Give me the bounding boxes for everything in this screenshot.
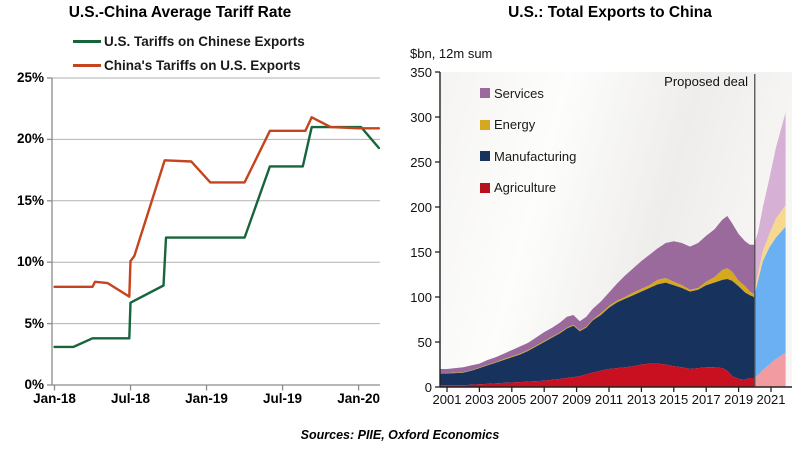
right-y-tick-label: 250 xyxy=(410,155,432,170)
agriculture-swatch xyxy=(480,182,490,193)
right-x-tick-label: 2015 xyxy=(659,392,689,407)
right-legend-item-energy: Energy xyxy=(480,117,536,132)
right-legend-item-manufacturing: Manufacturing xyxy=(480,148,577,164)
right-x-tick-label: 2021 xyxy=(756,392,786,407)
area-manufacturing-projection xyxy=(754,226,786,378)
right-y-tick-label: 100 xyxy=(410,290,432,305)
right-y-tick-label: 200 xyxy=(410,200,432,215)
right-x-tick-label: 2017 xyxy=(691,392,721,407)
right-legend-item-services: Services xyxy=(480,85,544,101)
right-x-tick-label: 2019 xyxy=(724,392,754,407)
area-agriculture-historical xyxy=(440,363,754,387)
left-legend-item-china: China's Tariffs on U.S. Exports xyxy=(73,57,301,73)
left-y-tick-label: 5% xyxy=(24,315,44,331)
right-chart-axis-unit: $bn, 12m sum xyxy=(410,46,493,61)
area-services-historical xyxy=(440,216,754,374)
right-legend-item-agriculture: Agriculture xyxy=(480,180,557,195)
right-x-tick-label: 2005 xyxy=(497,392,527,407)
left-legend-item-us: U.S. Tariffs on Chinese Exports xyxy=(73,33,305,49)
china-tariff-legend-label: China's Tariffs on U.S. Exports xyxy=(104,57,301,73)
right-chart-graphics xyxy=(435,71,792,392)
us-tariff-legend-label: U.S. Tariffs on Chinese Exports xyxy=(104,33,305,49)
right-x-tick-label: 2013 xyxy=(626,392,656,407)
area-energy-historical xyxy=(440,268,754,374)
left-y-tick-label: 10% xyxy=(16,254,44,270)
left-x-tick-label: Jan-19 xyxy=(185,391,228,406)
area-energy-projection xyxy=(754,205,786,297)
left-chart-graphics xyxy=(47,77,381,391)
energy-swatch xyxy=(480,119,490,130)
left-y-tick-label: 20% xyxy=(16,131,44,147)
left-x-tick-label: Jul-19 xyxy=(263,391,303,406)
series-line-0 xyxy=(53,125,381,349)
right-x-tick-label: 2001 xyxy=(432,392,462,407)
right-y-tick-label: 0 xyxy=(424,380,432,395)
left-y-tick-label: 0% xyxy=(24,377,44,392)
left-x-tick-label: Jan-18 xyxy=(33,391,76,406)
right-x-tick-label: 2007 xyxy=(529,392,559,407)
area-agriculture-projection xyxy=(754,352,786,387)
right-y-tick-label: 300 xyxy=(410,110,432,125)
right-y-tick-label: 350 xyxy=(410,65,432,80)
china-tariff-line-swatch xyxy=(73,63,101,67)
area-manufacturing-historical xyxy=(440,279,754,386)
right-x-tick-label: 2009 xyxy=(562,392,592,407)
right-chart-title: U.S.: Total Exports to China xyxy=(508,4,712,21)
right-y-tick-label: 50 xyxy=(417,335,432,350)
right-x-tick-label: 2003 xyxy=(464,392,494,407)
services-swatch xyxy=(480,88,490,98)
energy-legend-label: Energy xyxy=(494,117,536,132)
agriculture-legend-label: Agriculture xyxy=(494,180,557,195)
right-y-tick-label: 150 xyxy=(410,245,432,260)
left-x-tick-label: Jan-20 xyxy=(337,391,380,406)
left-y-tick-label: 25% xyxy=(16,70,44,85)
us-tariff-line-swatch xyxy=(73,39,101,43)
left-x-tick-label: Jul-18 xyxy=(111,391,151,406)
manufacturing-legend-label: Manufacturing xyxy=(494,148,577,164)
left-y-tick-label: 15% xyxy=(16,192,44,208)
series-line-1 xyxy=(53,116,381,298)
services-legend-label: Services xyxy=(494,85,544,101)
sources-label: Sources: PIIE, Oxford Economics xyxy=(300,428,500,442)
area-services-projection xyxy=(754,112,786,295)
proposed-deal-annotation: Proposed deal xyxy=(664,74,748,89)
right-x-tick-label: 2011 xyxy=(595,392,623,407)
manufacturing-swatch xyxy=(480,151,490,161)
left-chart-title: U.S.-China Average Tariff Rate xyxy=(68,4,292,21)
